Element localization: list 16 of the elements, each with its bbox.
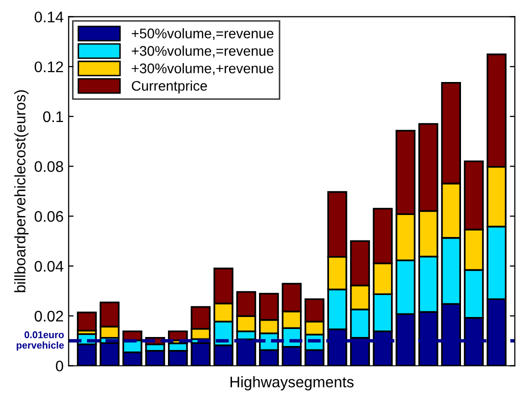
y-tick-label: 0.02: [34, 310, 64, 322]
bar: [76, 312, 97, 332]
y-tick-label: 0.08: [34, 161, 64, 172]
legend-label: +30%volume,=revenue: [132, 46, 274, 58]
y-tick-label: 0.1: [43, 111, 64, 122]
legend-label: +50%volume,=revenue: [132, 28, 274, 40]
y-axis-title: billboardpervehiclecost(euros): [14, 90, 28, 292]
x-axis-title: Highwaysegments: [230, 376, 354, 390]
y-tick-label: 0: [56, 360, 64, 372]
y-tick-label: 0.04: [34, 260, 64, 272]
y-tick-label: 0.14: [34, 12, 64, 22]
y-tick-label: 0.06: [34, 211, 64, 222]
y-tick-label: 0.12: [34, 61, 64, 72]
legend-label: +30%volume,+revenue: [132, 63, 274, 75]
legend-label: Currentprice: [132, 80, 207, 94]
ref-line-label: 0.01euro pervehicle: [16, 331, 64, 351]
